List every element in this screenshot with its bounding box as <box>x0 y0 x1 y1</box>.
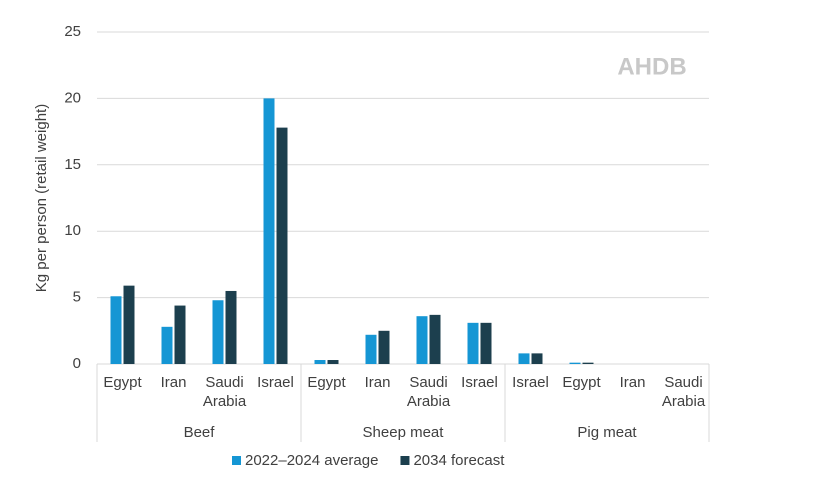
y-tick-label: 5 <box>73 289 81 306</box>
group-label: Sheep meat <box>363 424 445 441</box>
x-tick-label: Saudi Arabia <box>662 374 706 410</box>
x-tick-label: Iran <box>161 374 187 391</box>
legend-label: 2022–2024 average <box>245 452 378 469</box>
bar <box>110 296 122 364</box>
bar <box>429 314 441 364</box>
y-tick-label: 25 <box>64 23 81 40</box>
y-axis-label: Kg per person (retail weight) <box>33 104 50 292</box>
x-tick-label: Israel <box>512 374 549 391</box>
x-tick-label: Egypt <box>307 374 346 391</box>
bar <box>378 330 390 364</box>
bar <box>174 305 186 364</box>
y-tick-label: 20 <box>64 89 81 106</box>
x-tick-label: Egypt <box>562 374 601 391</box>
bar <box>161 326 173 364</box>
bar <box>365 334 377 364</box>
bar <box>314 360 326 364</box>
x-tick-label: Egypt <box>103 374 142 391</box>
group-label: Pig meat <box>577 424 637 441</box>
bar <box>531 353 543 364</box>
bar <box>467 322 479 364</box>
bar <box>416 316 428 364</box>
y-tick-label: 15 <box>64 156 81 173</box>
bar <box>263 98 275 365</box>
bar <box>327 360 339 364</box>
legend-swatch <box>400 456 410 465</box>
x-tick-label: Saudi Arabia <box>203 374 247 410</box>
x-tick-label: Israel <box>461 374 498 391</box>
bar <box>225 290 237 364</box>
y-tick-label: 10 <box>64 222 81 239</box>
y-tick-label: 0 <box>73 355 81 372</box>
bar <box>518 353 530 364</box>
x-tick-label: Iran <box>365 374 391 391</box>
bar <box>212 300 224 364</box>
x-tick-label: Israel <box>257 374 294 391</box>
bar <box>569 362 581 364</box>
watermark: AHDB <box>617 53 686 80</box>
bar <box>582 362 594 364</box>
legend-swatch <box>232 456 241 465</box>
bar <box>480 322 492 364</box>
legend-label: 2034 forecast <box>413 452 505 469</box>
x-tick-label: Saudi Arabia <box>407 374 451 410</box>
group-label: Beef <box>184 424 216 441</box>
bar <box>123 285 135 364</box>
x-tick-label: Iran <box>620 374 646 391</box>
bar <box>276 127 288 364</box>
